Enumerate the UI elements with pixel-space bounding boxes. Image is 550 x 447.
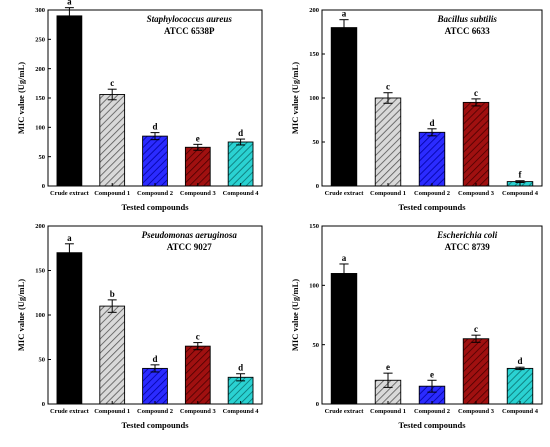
bar-3 xyxy=(142,135,168,187)
y-tick-label-1: 0 xyxy=(42,183,45,190)
significance-letter-1: a xyxy=(342,9,347,19)
bar-3 xyxy=(142,367,168,405)
category-label-3: Compound 2 xyxy=(414,190,450,197)
chart-subtitle: ATCC 6538P xyxy=(164,26,215,36)
significance-letter-5: d xyxy=(517,356,522,366)
y-tick-label-5: 200 xyxy=(35,66,45,73)
significance-letter-2: c xyxy=(110,78,114,88)
category-label-2: Compound 1 xyxy=(94,408,130,415)
bar-4 xyxy=(462,338,490,405)
category-label-4: Compound 3 xyxy=(180,408,217,415)
category-label-3: Compound 2 xyxy=(137,190,173,197)
chart-panel-1: a Crude extract c Compound 1 d Compound 2 e Com… xyxy=(16,0,263,212)
chart-title: Bacillus subtilis xyxy=(437,14,498,24)
bar-4 xyxy=(462,101,490,187)
bar-4 xyxy=(184,146,211,187)
category-label-5: Compound 4 xyxy=(502,408,539,415)
significance-letter-3: d xyxy=(429,118,434,128)
bar-5 xyxy=(506,367,534,405)
bar-1 xyxy=(56,252,83,405)
significance-letter-3: d xyxy=(152,354,157,364)
x-axis-title: Tested compounds xyxy=(399,202,467,212)
significance-letter-4: c xyxy=(474,88,478,98)
bar-5 xyxy=(227,141,254,187)
y-tick-label-4: 150 xyxy=(309,51,319,58)
category-label-1: Crude extract xyxy=(50,190,90,197)
significance-letter-1: a xyxy=(342,253,347,263)
chart-title: Staphylococcus aureus xyxy=(147,14,233,24)
chart-panel-2: a Crude extract c Compound 1 d Compound 2 c Com… xyxy=(290,7,543,212)
bar-2 xyxy=(99,94,126,187)
bar-1 xyxy=(330,27,358,187)
significance-letter-2: c xyxy=(386,82,390,92)
chart-subtitle: ATCC 9027 xyxy=(167,242,213,252)
bar-2 xyxy=(99,305,126,405)
y-tick-label-4: 150 xyxy=(35,268,45,275)
significance-letter-4: c xyxy=(196,332,200,342)
significance-letter-3: d xyxy=(152,122,157,132)
category-label-1: Crude extract xyxy=(325,408,365,415)
y-tick-label-4: 150 xyxy=(309,223,319,230)
y-tick-label-1: 0 xyxy=(316,401,319,408)
bar-4 xyxy=(184,345,211,405)
y-tick-label-1: 0 xyxy=(42,401,45,408)
significance-letter-4: e xyxy=(196,133,200,143)
y-tick-label-6: 250 xyxy=(35,37,45,44)
chart-subtitle: ATCC 8739 xyxy=(445,242,491,252)
y-tick-label-5: 200 xyxy=(35,223,45,230)
significance-letter-3: e xyxy=(430,369,434,379)
x-axis-title: Tested compounds xyxy=(122,202,190,212)
significance-letter-2: b xyxy=(110,289,115,299)
y-tick-label-5: 200 xyxy=(309,7,319,14)
significance-letter-1: a xyxy=(67,0,72,7)
y-tick-label-4: 150 xyxy=(35,95,45,102)
category-label-1: Crude extract xyxy=(325,190,365,197)
chart-panel-4: a Crude extract e Compound 1 e Compound 2 c Com… xyxy=(290,223,543,430)
category-label-3: Compound 2 xyxy=(414,408,450,415)
significance-letter-2: e xyxy=(386,362,390,372)
y-tick-label-3: 100 xyxy=(309,95,319,102)
x-axis-title: Tested compounds xyxy=(122,420,190,430)
significance-letter-4: c xyxy=(474,324,478,334)
y-axis-title: MIC value (Ug/mL) xyxy=(290,62,300,134)
x-axis-title: Tested compounds xyxy=(399,420,467,430)
category-label-2: Compound 1 xyxy=(94,190,130,197)
category-label-5: Compound 4 xyxy=(502,190,539,197)
category-label-3: Compound 2 xyxy=(137,408,173,415)
significance-letter-5: f xyxy=(519,170,523,180)
y-axis-title: MIC value (Ug/mL) xyxy=(16,279,26,351)
chart-title: Escherichia coli xyxy=(436,230,498,240)
bar-2 xyxy=(374,97,402,187)
chart-title: Pseudomonas aeruginosa xyxy=(142,230,238,240)
bar-3 xyxy=(418,131,446,187)
y-axis-title: MIC value (Ug/mL) xyxy=(290,279,300,351)
category-label-4: Compound 3 xyxy=(180,190,217,197)
y-tick-label-1: 0 xyxy=(316,183,319,190)
y-tick-label-3: 100 xyxy=(35,125,45,132)
y-axis-title: MIC value (Ug/mL) xyxy=(16,62,26,134)
significance-letter-1: a xyxy=(67,233,72,243)
category-label-4: Compound 3 xyxy=(458,408,495,415)
category-label-5: Compound 4 xyxy=(223,408,260,415)
y-tick-label-7: 300 xyxy=(35,7,45,14)
chart-panel-3: a Crude extract b Compound 1 d Compound 2 c Com… xyxy=(16,223,263,430)
bar-1 xyxy=(56,15,83,187)
significance-letter-5: d xyxy=(238,363,243,373)
category-label-2: Compound 1 xyxy=(370,190,406,197)
y-tick-label-2: 50 xyxy=(313,342,320,349)
y-tick-label-3: 100 xyxy=(35,312,45,319)
bar-1 xyxy=(330,273,358,405)
chart-subtitle: ATCC 6633 xyxy=(445,26,491,36)
significance-letter-5: d xyxy=(238,128,243,138)
category-label-1: Crude extract xyxy=(50,408,90,415)
y-tick-label-2: 50 xyxy=(313,139,320,146)
category-label-2: Compound 1 xyxy=(370,408,406,415)
y-tick-label-2: 50 xyxy=(39,357,46,364)
y-tick-label-2: 50 xyxy=(39,154,46,161)
y-tick-label-3: 100 xyxy=(309,283,319,290)
category-label-5: Compound 4 xyxy=(223,190,260,197)
category-label-4: Compound 3 xyxy=(458,190,495,197)
